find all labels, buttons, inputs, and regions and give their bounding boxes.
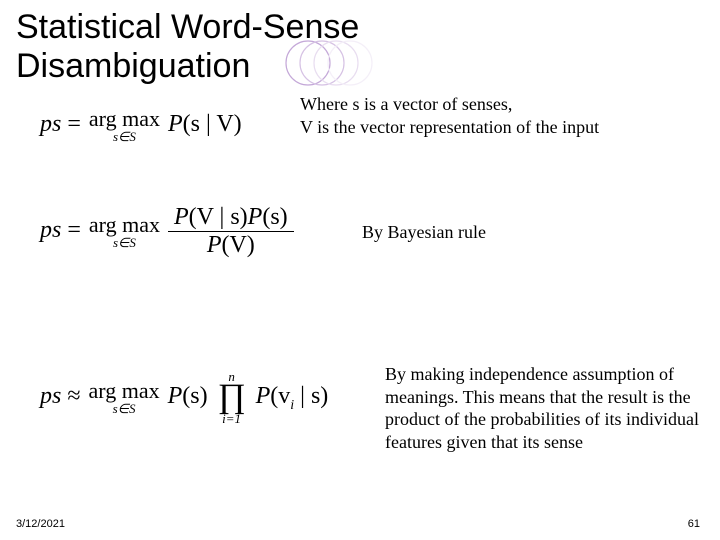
- eq2-argmax: arg max s∈S: [89, 214, 160, 249]
- eq2-den-P: P: [207, 232, 222, 258]
- eq3-prod-sym: ∏: [218, 383, 246, 412]
- eq2-argmax-bot: s∈S: [89, 236, 160, 249]
- decorative-circles: [285, 30, 373, 96]
- eq1-argmax: arg max s∈S: [89, 108, 160, 143]
- eq1-lhs: ps: [40, 111, 61, 137]
- eq3-approx: ≈: [67, 383, 80, 409]
- eq2-argmax-top: arg max: [89, 214, 160, 236]
- footer-page-number: 61: [688, 518, 700, 530]
- eq2-equals: =: [67, 217, 81, 243]
- eq3-lhs: ps: [40, 383, 61, 409]
- eq3-argmax: arg max s∈S: [89, 380, 160, 415]
- eq2-denominator: P(V): [168, 231, 294, 259]
- explanation-1: Where s is a vector of senses, V is the …: [300, 93, 599, 138]
- eq2-num-arg2: (s): [262, 204, 287, 230]
- equation-3: ps ≈ arg max s∈S P(s) n ∏ i=1 P(vi | s): [40, 370, 328, 425]
- eq2-num-arg1: (V | s): [189, 204, 248, 230]
- eq1-equals: =: [67, 111, 81, 137]
- eq3-argmax-top: arg max: [89, 380, 160, 402]
- eq3-P1: P: [168, 383, 183, 409]
- eq2-den-arg: (V): [221, 232, 254, 258]
- eq2-fraction: P(V | s)P(s) P(V): [168, 204, 294, 259]
- equation-2: ps = arg max s∈S P(V | s)P(s) P(V): [40, 204, 294, 259]
- eq2-numerator: P(V | s)P(s): [168, 204, 294, 231]
- eq2-num-P2: P: [248, 204, 263, 230]
- eq3-P2: P: [256, 383, 271, 409]
- footer-date: 3/12/2021: [16, 518, 65, 530]
- equation-1: ps = arg max s∈S P(s | V): [40, 108, 242, 143]
- eq2-lhs: ps: [40, 217, 61, 243]
- eq2-num-P1: P: [174, 204, 189, 230]
- explain1-line2: V is the vector representation of the in…: [300, 116, 599, 139]
- eq3-product: n ∏ i=1: [218, 370, 246, 425]
- eq3-argmax-bot: s∈S: [89, 402, 160, 415]
- explanation-2: By Bayesian rule: [362, 222, 486, 243]
- eq3-arg1: (s): [182, 383, 207, 409]
- eq1-arg: (s | V): [183, 111, 242, 137]
- eq1-argmax-top: arg max: [89, 108, 160, 130]
- eq1-P: P: [168, 111, 183, 137]
- eq1-argmax-bot: s∈S: [89, 130, 160, 143]
- eq3-arg2-open: (v: [270, 383, 290, 409]
- explain1-line1: Where s is a vector of senses,: [300, 93, 599, 116]
- explanation-3: By making independence assumption of mea…: [385, 363, 717, 453]
- eq3-arg2-close: | s): [294, 383, 328, 409]
